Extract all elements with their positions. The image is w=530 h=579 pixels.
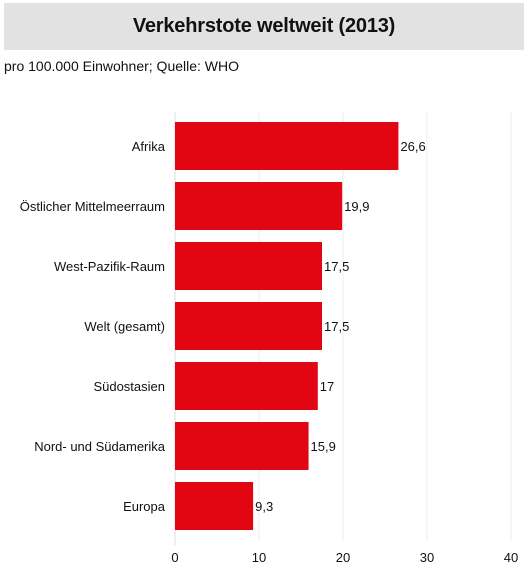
bar [175, 122, 399, 170]
category-label: Afrika [132, 139, 166, 154]
bar [175, 422, 309, 470]
category-label: Europa [123, 499, 166, 514]
value-label: 17,5 [324, 319, 349, 334]
x-tick-label: 0 [171, 550, 178, 565]
bar [175, 362, 318, 410]
x-tick-label: 20 [336, 550, 350, 565]
bar [175, 242, 322, 290]
category-label: Nord- und Südamerika [34, 439, 166, 454]
chart-subtitle: pro 100.000 Einwohner; Quelle: WHO [4, 58, 240, 74]
value-label: 17 [320, 379, 334, 394]
x-tick-label: 30 [420, 550, 434, 565]
bar [175, 182, 343, 230]
value-label: 19,9 [344, 199, 369, 214]
value-label: 15,9 [311, 439, 336, 454]
category-label: West-Pazifik-Raum [54, 259, 165, 274]
value-label: 17,5 [324, 259, 349, 274]
category-label: Südostasien [93, 379, 165, 394]
x-tick-label: 40 [504, 550, 518, 565]
category-label: Welt (gesamt) [84, 319, 165, 334]
title-bar: Verkehrstote weltweit (2013) [4, 3, 524, 50]
chart-title: Verkehrstote weltweit (2013) [132, 15, 396, 37]
bar [175, 482, 254, 530]
value-label: 9,3 [255, 499, 273, 514]
category-label: Östlicher Mittelmeerraum [20, 199, 165, 214]
bar [175, 302, 322, 350]
x-tick-label: 10 [252, 550, 266, 565]
value-label: 26,6 [400, 139, 425, 154]
